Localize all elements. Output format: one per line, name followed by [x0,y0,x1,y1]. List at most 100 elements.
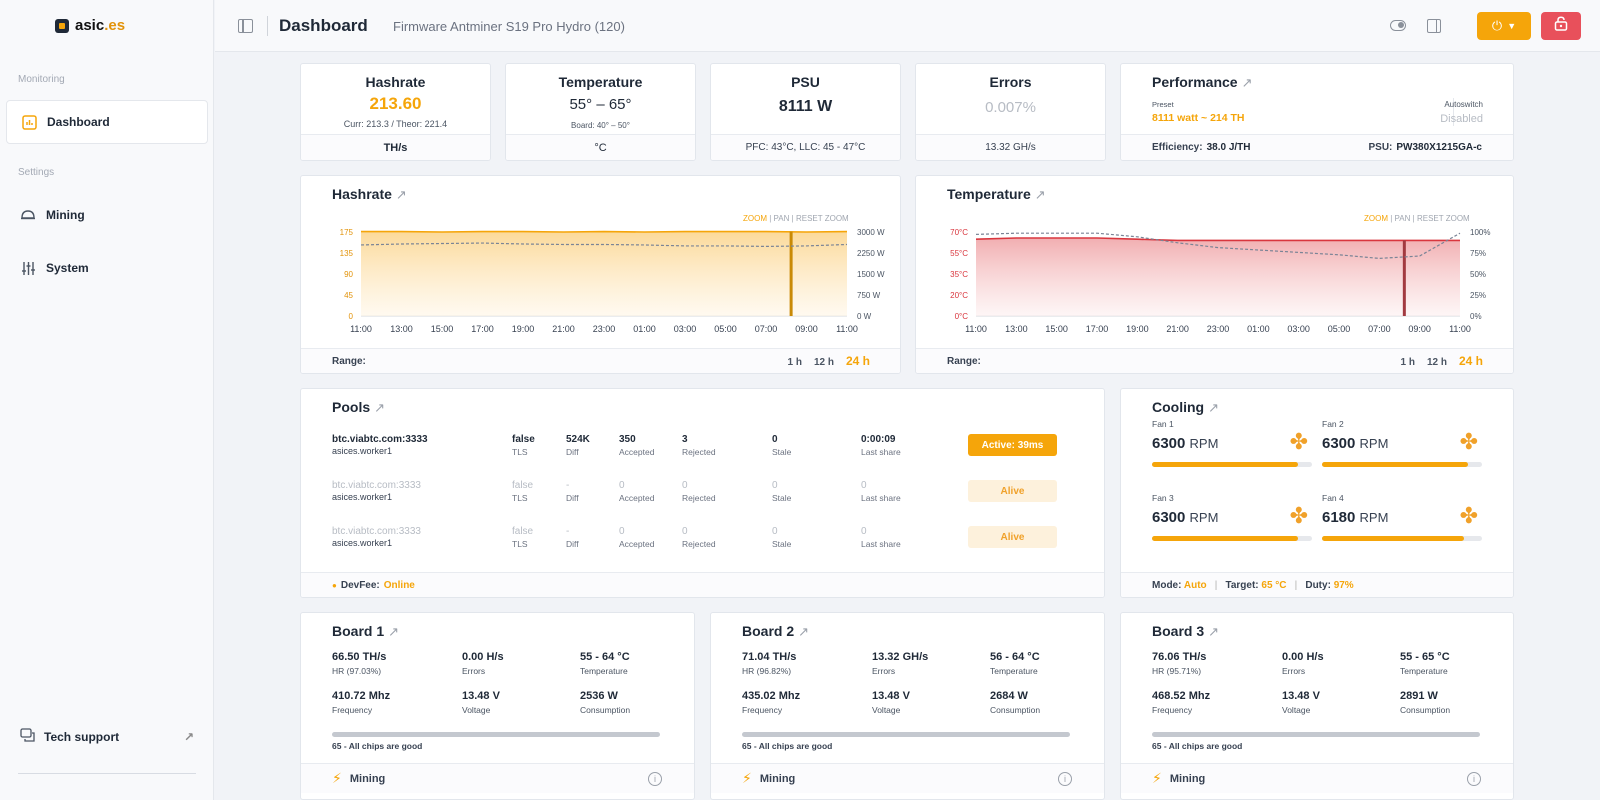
range-24h[interactable]: 24 h [845,354,870,368]
external-arrow-icon[interactable]: ↗ [1034,187,1046,202]
board-temp-sub: Board: 40° – 50° [571,121,630,130]
board-voltage: 13.48 V Voltage [1282,690,1320,715]
y-tick-label: 0°C [955,312,969,321]
mode-label: Mode: [1152,579,1182,591]
topbar-divider [267,16,268,36]
y2-tick-label: 1500 W [857,270,885,279]
info-icon[interactable]: i [1467,771,1481,786]
x-tick-label: 07:00 [755,324,778,334]
external-arrow-icon[interactable]: ↗ [798,624,810,639]
pool-stale-label: Stale [772,493,792,503]
power-icon: ⏻ [1491,18,1503,33]
range-24h[interactable]: 24 h [1458,354,1483,368]
pool-last: 0 [861,526,867,537]
external-arrow-icon[interactable]: ↗ [395,187,407,202]
range-1h[interactable]: 1 h [1400,357,1415,368]
info-icon[interactable]: i [1058,771,1072,786]
y2-tick-label: 0% [1470,312,1482,321]
section-settings: Settings [18,167,55,178]
temperature-value: 55° – 65° [569,96,632,113]
reset-zoom-button[interactable]: RESET ZOOM [795,214,849,223]
fan-rpm: 6300 [1322,435,1356,452]
layout-panel-icon[interactable] [1427,19,1441,33]
y-tick-label: 90 [344,270,353,279]
sidebar-item-mining[interactable]: Mining [6,193,208,237]
divider [1453,98,1454,126]
pan-button[interactable]: PAN [773,214,790,223]
reset-zoom-button[interactable]: RESET ZOOM [1416,214,1470,223]
zoom-button[interactable]: ZOOM [1364,214,1388,223]
pan-button[interactable]: PAN [1394,214,1411,223]
sidebar-item-system[interactable]: System [6,246,208,290]
hashrate-value: 213.60 [369,94,422,113]
preset-value[interactable]: 8111 watt ~ 214 TH [1152,112,1245,124]
external-arrow-icon[interactable]: ↗ [1208,624,1220,639]
y2-tick-label: 0 W [857,312,872,321]
helmet-icon [20,207,36,223]
external-arrow-icon[interactable]: ↗ [374,400,386,415]
zoom-controls: ZOOM | PAN | RESET ZOOM [1364,214,1470,223]
external-arrow-icon[interactable]: ↗ [1208,400,1220,415]
lock-button[interactable] [1541,12,1581,40]
sidebar-item-label: System [46,261,89,275]
sidebar-item-label: Mining [46,208,85,222]
pool-row[interactable]: btc.viabtc.com:3333 asices.worker1 false TL… [332,434,1058,464]
board-frequency: 468.52 Mhz Frequency [1152,690,1211,715]
pool-tls: false [512,480,534,491]
page-title: Dashboard [279,16,368,35]
errors-value: 0.007% [985,99,1036,116]
section-monitoring: Monitoring [18,74,65,85]
range-1h[interactable]: 1 h [787,357,802,368]
temperature-unit: °C [506,134,695,160]
preset-label: Preset [1152,100,1174,109]
autoswitch-value[interactable]: Disabled [1440,113,1483,125]
sidebar-toggle-icon[interactable] [238,19,253,33]
range-12h[interactable]: 12 h [813,357,834,368]
y2-tick-label: 750 W [857,291,881,300]
chips-status: 65 - All chips are good [1152,741,1243,751]
board-status: Mining [759,772,796,785]
pool-accepted-label: Accepted [619,493,655,503]
sidebar: asic .es Monitoring Dashboard Settings Mi… [0,0,214,800]
logo[interactable]: asic .es [55,17,125,34]
tech-support-label: Tech support [44,730,120,744]
temperature-chart[interactable]: 70°C 100% 55°C 75% 35°C 50% 20°C 25% 0°C 0% 11:00 1… [916,176,1514,346]
external-arrow-icon: ↗ [183,730,194,744]
external-arrow-icon[interactable]: ↗ [1241,75,1253,90]
stat-title: Hashrate [365,74,426,90]
external-arrow-icon[interactable]: ↗ [388,624,400,639]
x-tick-label: 11:00 [1449,324,1471,334]
pool-row[interactable]: btc.viabtc.com:3333 asices.worker1 false TL… [332,526,1058,556]
fan-unit: RPM [1189,436,1219,451]
pool-tls-label: TLS [512,539,528,549]
tech-support-link[interactable]: Tech support ↗ [20,728,194,746]
hashrate-chart[interactable]: 175 3000 W 135 2250 W 90 1500 W 45 750 W 0 0 W 11:… [301,176,901,346]
x-tick-label: 05:00 [1328,324,1351,334]
y2-tick-label: 100% [1470,228,1490,237]
pool-tls-label: TLS [512,493,528,503]
sliders-icon [20,260,36,276]
x-tick-label: 23:00 [1207,324,1230,334]
info-icon[interactable]: i [648,771,662,786]
pool-last: 0:00:09 [861,434,896,445]
power-menu-button[interactable]: ⏻ ▼ [1477,12,1531,40]
range-12h[interactable]: 12 h [1426,357,1447,368]
theme-toggle-icon[interactable] [1390,20,1406,31]
y2-tick-label: 50% [1470,270,1486,279]
performance-card: Performance ↗ Preset 8111 watt ~ 214 TH A… [1120,63,1514,161]
board-consumption: 2891 W Consumption [1400,690,1451,715]
zoom-button[interactable]: ZOOM [743,214,767,223]
psu-model-value: PW380X1215GA-c [1396,142,1482,153]
pool-diff-label: Diff [566,539,579,549]
pool-worker: asices.worker1 [332,538,393,548]
pool-row[interactable]: btc.viabtc.com:3333 asices.worker1 false TL… [332,480,1058,510]
x-tick-label: 09:00 [1408,324,1431,334]
card-title: Performance ↗ [1152,74,1253,90]
pool-rejected: 0 [682,480,688,491]
cooling-card: Cooling ↗ Fan 1 6300 RPM ✤ Fan 2 6300 RPM ✤ Fan… [1120,388,1514,598]
y-tick-label: 175 [340,228,354,237]
topbar: Dashboard Firmware Antminer S19 Pro Hydr… [215,0,1600,52]
sidebar-item-dashboard[interactable]: Dashboard [6,100,208,144]
x-tick-label: 19:00 [512,324,535,334]
chart-icon [21,114,37,130]
